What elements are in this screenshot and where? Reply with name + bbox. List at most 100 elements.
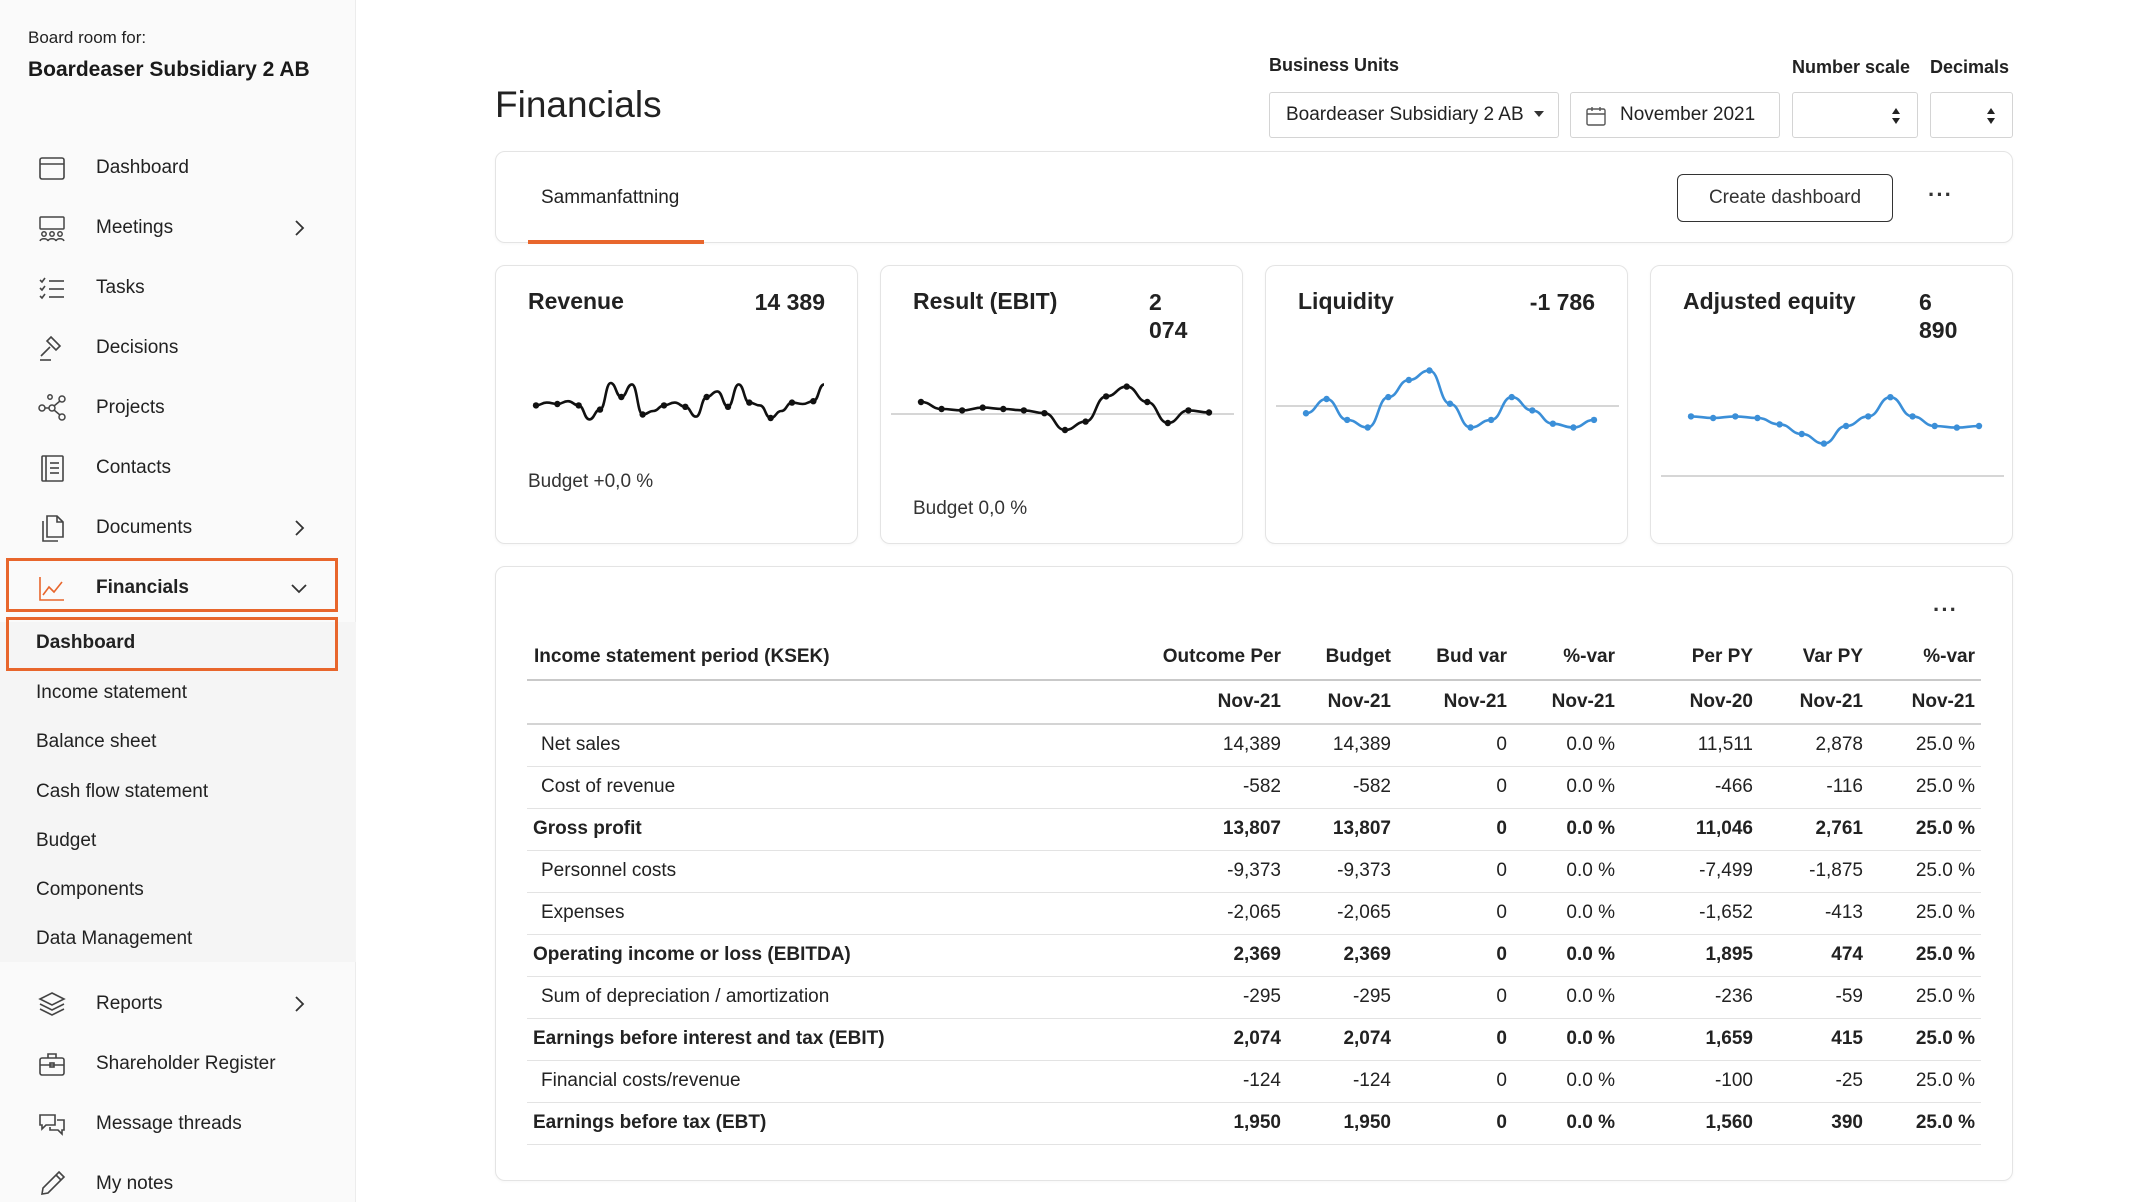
subnav-balance-sheet[interactable]: Balance sheet <box>36 731 157 752</box>
value-cell: -59 <box>1759 976 1869 1019</box>
column-subheader: Nov-21 <box>1759 680 1869 725</box>
subnav-cash-flow-statement[interactable]: Cash flow statement <box>36 781 209 802</box>
kpi-value: -1 786 <box>1529 289 1595 315</box>
sidebar-item-decisions[interactable]: Decisions <box>0 324 356 372</box>
table-row[interactable]: Sum of depreciation / amortization -295 -2… <box>527 976 1981 1019</box>
sidebar-item-financials[interactable]: Financials <box>0 564 356 612</box>
decimals-select[interactable] <box>1930 92 2013 138</box>
value-cell: 1,659 <box>1621 1018 1759 1061</box>
sidebar-item-label: Contacts <box>96 457 171 478</box>
table-row[interactable]: Personnel costs -9,373 -9,373 0 0.0 % -7,499-… <box>527 850 1981 893</box>
kpi-card-revenue[interactable]: Revenue 14 389 Budget +0,0 % <box>495 265 858 544</box>
sparkline-point <box>1446 400 1454 407</box>
period-picker[interactable]: November 2021 <box>1570 92 1780 138</box>
value-cell: 0.0 % <box>1513 934 1621 977</box>
briefcase-icon <box>36 1048 68 1080</box>
value-cell: 0 <box>1397 766 1513 809</box>
column-header[interactable]: Income statement period (KSEK) <box>527 632 1147 681</box>
number-scale-select[interactable] <box>1792 92 1918 138</box>
value-cell: -7,499 <box>1621 850 1759 893</box>
subnav-budget[interactable]: Budget <box>36 830 97 851</box>
more-options-icon[interactable]: ··· <box>1928 182 1953 207</box>
sidebar-item-projects[interactable]: Projects <box>0 384 356 432</box>
sparkline-point <box>1732 413 1739 420</box>
value-cell: 25.0 % <box>1869 934 1981 977</box>
sparkline-point <box>1570 424 1577 431</box>
column-header[interactable]: Per PY <box>1621 632 1759 681</box>
sparkline-point <box>1323 395 1330 403</box>
decimals-label: Decimals <box>1930 57 2010 77</box>
subnav-income-statement[interactable]: Income statement <box>36 682 188 703</box>
kpi-budget: Budget 0,0 % <box>913 498 1028 519</box>
kpi-card-result-ebit[interactable]: Result (EBIT) 2 074 Budget 0,0 % <box>880 265 1243 544</box>
column-header[interactable]: Bud var <box>1397 632 1513 681</box>
sparkline-point <box>1953 424 1961 431</box>
sidebar-item-shareholder-register[interactable]: Shareholder Register <box>0 1040 356 1088</box>
create-dashboard-button[interactable]: Create dashboard <box>1677 174 1893 222</box>
sparkline-point <box>979 404 986 411</box>
column-subheader: Nov-21 <box>1513 680 1621 725</box>
table-row[interactable]: Earnings before tax (EBT) 1,950 1,950 0 0.0 … <box>527 1102 1981 1145</box>
sparkline-point <box>1842 422 1850 430</box>
value-cell: -124 <box>1287 1060 1397 1103</box>
sparkline-point <box>1164 419 1172 427</box>
column-header[interactable]: Outcome Per <box>1147 632 1287 681</box>
sparkline-point <box>958 407 966 414</box>
sidebar-item-contacts[interactable]: Contacts <box>0 444 356 492</box>
sidebar-item-documents[interactable]: Documents <box>0 504 356 552</box>
column-header[interactable]: %-var <box>1513 632 1621 681</box>
table-subheader-row: Nov-21 Nov-21 Nov-21 Nov-21 Nov-20 Nov-2… <box>527 680 1981 725</box>
value-cell: 25.0 % <box>1869 808 1981 851</box>
table-row[interactable]: Financial costs/revenue -124 -124 0 0.0 % -10… <box>527 1060 1981 1103</box>
kpi-value: 6 890 <box>1919 289 1958 343</box>
sparkline-point <box>1020 407 1028 414</box>
sidebar-item-message-threads[interactable]: Message threads <box>0 1100 356 1148</box>
kpi-card-adjusted-equity[interactable]: Adjusted equity 6 890 <box>1650 265 2013 544</box>
value-cell: 11,511 <box>1621 724 1759 767</box>
subnav-dashboard[interactable]: Dashboard <box>36 632 136 653</box>
subnav-components[interactable]: Components <box>36 879 144 900</box>
sidebar-item-meetings[interactable]: Meetings <box>0 204 356 252</box>
sidebar-item-label: Message threads <box>96 1113 242 1134</box>
value-cell: -2,065 <box>1147 892 1287 935</box>
table-row[interactable]: Earnings before interest and tax (EBIT) 2… <box>527 1018 1981 1061</box>
value-cell: 0.0 % <box>1513 808 1621 851</box>
kpi-card-liquidity[interactable]: Liquidity -1 786 <box>1265 265 1628 544</box>
sidebar-item-dashboard[interactable]: Dashboard <box>0 144 356 192</box>
sparkline-point <box>682 403 689 410</box>
table-row[interactable]: Cost of revenue -582 -582 0 0.0 % -466 -116 25.… <box>527 766 1981 809</box>
column-header[interactable]: %-var <box>1869 632 1981 681</box>
column-header[interactable]: Var PY <box>1759 632 1869 681</box>
value-cell: 0 <box>1397 1102 1513 1145</box>
subnav-data-management[interactable]: Data Management <box>36 928 193 949</box>
value-cell: 25.0 % <box>1869 850 1981 893</box>
sort-updown-icon <box>1987 108 1995 124</box>
column-header[interactable]: Budget <box>1287 632 1397 681</box>
table-row[interactable]: Expenses -2,065 -2,065 0 0.0 % -1,652 -413 25.0… <box>527 892 1981 935</box>
sparkline-point <box>1865 413 1872 420</box>
row-label-cell: Earnings before interest and tax (EBIT) <box>527 1018 1147 1061</box>
sparkline-point <box>1549 420 1557 427</box>
income-statement-table: Income statement period (KSEK) Outcome P… <box>527 632 1981 1145</box>
business-unit-select[interactable]: Boardeaser Subsidiary 2 AB <box>1269 92 1559 138</box>
sidebar-item-label: Documents <box>96 517 193 538</box>
sparkline-point <box>1487 416 1495 424</box>
value-cell: 474 <box>1759 934 1869 977</box>
more-options-icon[interactable]: ··· <box>1933 597 1958 622</box>
sidebar-item-label: Shareholder Register <box>96 1053 276 1074</box>
table-row[interactable]: Gross profit 13,807 13,807 0 0.0 % 11,046 2,76… <box>527 808 1981 851</box>
sidebar-item-reports[interactable]: Reports <box>0 980 356 1028</box>
sparkline-point <box>532 402 540 409</box>
chevron-right-icon <box>288 993 310 1015</box>
table-row[interactable]: Operating income or loss (EBITDA) 2,369 2,… <box>527 934 1981 977</box>
sidebar-item-my-notes[interactable]: My notes <box>0 1160 356 1202</box>
value-cell: -25 <box>1759 1060 1869 1103</box>
table-row[interactable]: Net sales 14,389 14,389 0 0.0 % 11,511 2,878 25… <box>527 724 1981 767</box>
value-cell: 25.0 % <box>1869 766 1981 809</box>
sparkline-point <box>1102 393 1110 400</box>
sparkline-point <box>1302 410 1310 417</box>
column-subheader <box>527 680 1147 725</box>
tab-sammanfattning[interactable]: Sammanfattning <box>541 187 680 208</box>
sidebar-item-tasks[interactable]: Tasks <box>0 264 356 312</box>
revenue-sparkline <box>532 381 825 422</box>
